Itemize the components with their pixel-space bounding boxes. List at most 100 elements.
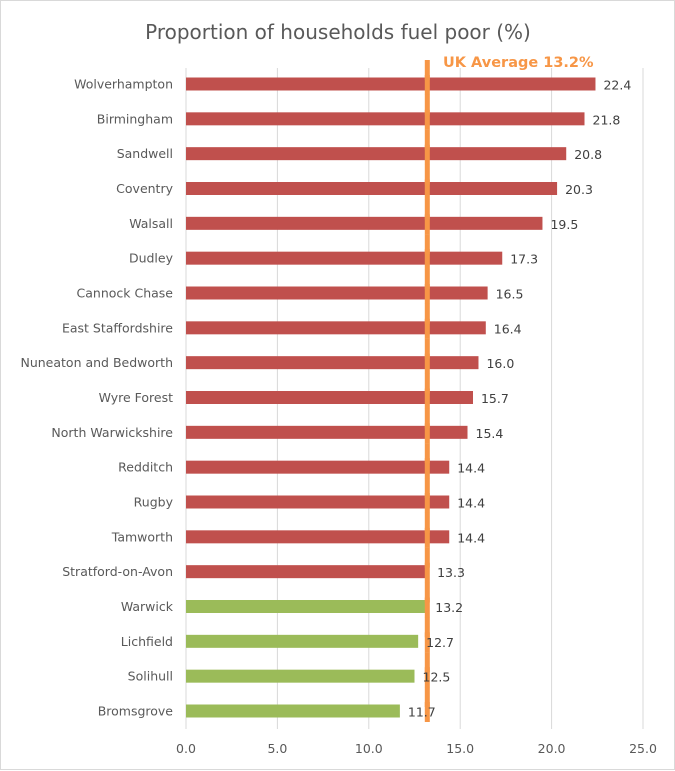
value-label: 14.4 — [457, 461, 485, 476]
reference-line-dash — [424, 249, 430, 270]
reference-line-dash — [424, 284, 430, 304]
x-tick-label: 15.0 — [446, 741, 474, 756]
reference-line-dash — [424, 214, 430, 235]
value-label: 21.8 — [593, 112, 621, 127]
category-label: Sandwell — [117, 146, 173, 161]
category-label: Nuneaton and Bedworth — [20, 355, 173, 370]
x-tick-label: 10.0 — [355, 741, 383, 756]
value-label: 16.4 — [494, 321, 522, 336]
value-label: 12.5 — [423, 670, 451, 685]
category-label: Solihull — [128, 669, 173, 684]
reference-line-dash — [424, 234, 430, 255]
reference-line-dash — [424, 179, 430, 200]
reference-line-dash — [424, 388, 430, 409]
reference-line-dash — [424, 702, 430, 722]
value-label: 11.7 — [408, 705, 436, 720]
bar — [186, 634, 419, 648]
reference-line-dash — [424, 109, 430, 130]
value-label: 16.5 — [496, 287, 524, 302]
category-label: Tamworth — [111, 529, 173, 544]
bar — [186, 425, 468, 439]
category-label: Warwick — [121, 599, 174, 614]
labels: 0.0 5.0 10.0 15.0 20.0 25.0 Wolverhampton 22.4 B… — [20, 77, 656, 757]
bar — [186, 495, 450, 509]
bar — [186, 391, 473, 404]
category-label: Wolverhampton — [74, 77, 173, 92]
reference-line-dash — [424, 353, 430, 374]
reference-line-dash — [424, 303, 430, 324]
x-tick-label: 0.0 — [176, 741, 196, 756]
reference-line-dash — [424, 562, 430, 583]
chart-title: Proportion of households fuel poor (%) — [145, 20, 531, 44]
reference-line-dash — [424, 443, 430, 464]
bar — [186, 704, 400, 718]
bar — [186, 530, 450, 544]
value-label: 14.4 — [457, 530, 485, 545]
reference-line-dash — [424, 667, 430, 688]
reference-line-dash — [424, 423, 430, 444]
reference-line-dash — [424, 687, 430, 707]
category-label: Bromsgrove — [98, 704, 174, 719]
bar — [186, 565, 430, 579]
x-tick-label: 25.0 — [629, 741, 657, 756]
category-label: Walsall — [129, 216, 173, 231]
bar — [186, 251, 503, 265]
reference-line-dash — [424, 582, 430, 603]
bar — [186, 77, 596, 91]
category-label: Rugby — [134, 495, 174, 510]
value-label: 19.5 — [550, 217, 578, 232]
category-label: Redditch — [118, 460, 173, 475]
category-label: Lichfield — [121, 634, 173, 649]
reference-line-dash — [424, 338, 430, 359]
reference-line-dash — [424, 60, 430, 80]
reference-line-dash — [424, 597, 430, 618]
reference-line-dash — [424, 408, 430, 429]
bar — [186, 356, 479, 370]
reference-line-dash — [424, 512, 430, 533]
category-label: Dudley — [129, 251, 174, 266]
value-label: 17.3 — [510, 252, 538, 267]
reference-line-dash — [424, 547, 430, 568]
value-label: 13.3 — [437, 565, 465, 580]
reference-line-dash — [424, 632, 430, 653]
value-label: 20.8 — [574, 147, 602, 162]
value-label: 15.4 — [476, 426, 504, 441]
reference-line-dash — [424, 493, 430, 513]
value-label: 14.4 — [457, 496, 485, 511]
reference-line-dash — [424, 652, 430, 673]
reference-line-dash — [424, 164, 430, 185]
reference-line-group — [424, 60, 430, 722]
reference-line-dash — [424, 617, 430, 638]
value-label: 13.2 — [435, 600, 463, 615]
bar — [186, 216, 543, 230]
bar — [186, 182, 558, 195]
category-label: East Staffordshire — [62, 320, 173, 335]
reference-line-dash — [424, 199, 430, 220]
reference-line-dash — [424, 373, 430, 394]
bar — [186, 669, 415, 683]
x-tick-label: 20.0 — [538, 741, 566, 756]
bar — [186, 460, 450, 474]
value-label: 12.7 — [426, 635, 454, 650]
reference-line-dash — [424, 94, 430, 115]
reference-line-label: UK Average 13.2% — [443, 55, 594, 71]
reference-line-dash — [424, 144, 430, 165]
reference-line-dash — [424, 318, 430, 339]
reference-line-dash — [424, 478, 430, 498]
value-label: 20.3 — [565, 182, 593, 197]
bar — [186, 321, 486, 335]
reference-line-dash — [424, 75, 430, 95]
reference-line-dash — [424, 458, 430, 479]
reference-line-dash — [424, 527, 430, 548]
category-label: Coventry — [116, 181, 173, 196]
reference-line-dash — [424, 269, 430, 289]
reference-line-dash — [424, 129, 430, 150]
bar — [186, 112, 585, 126]
value-label: 22.4 — [603, 78, 631, 93]
bar — [186, 286, 488, 300]
x-tick-label: 5.0 — [267, 741, 287, 756]
bars — [186, 77, 596, 718]
value-label: 15.7 — [481, 391, 509, 406]
